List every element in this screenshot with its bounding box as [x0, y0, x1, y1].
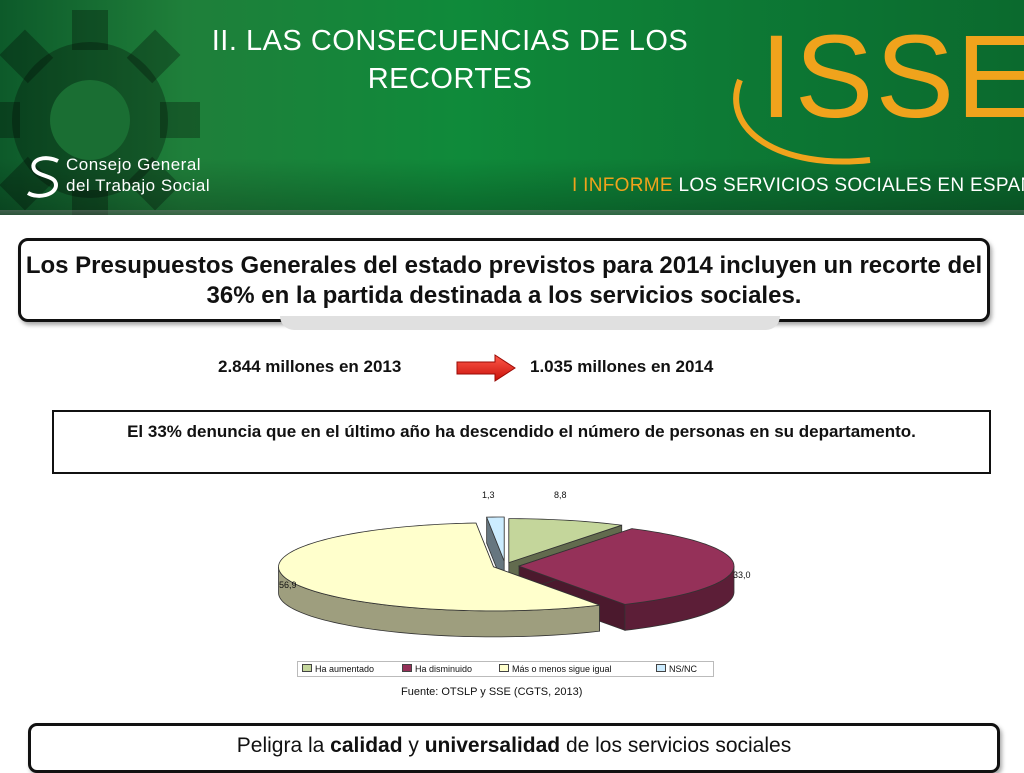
informe-accent: I INFORME	[572, 175, 673, 196]
amount-2014: 1.035 millones en 2014	[530, 357, 714, 376]
legend-label: NS/NC	[669, 664, 698, 674]
legend-swatch	[402, 664, 412, 672]
pie-slice-top	[517, 528, 735, 605]
informe-tagline: I INFORME LOS SERVICIOS SOCIALES EN ESPA…	[572, 175, 1024, 197]
source-note: Fuente: OTSLP y SSE (CGTS, 2013)	[401, 686, 583, 698]
pie-slice-top	[278, 522, 600, 612]
headline-box: Los Presupuestos Generales del estado pr…	[18, 238, 990, 322]
survey-box: El 33% denuncia que en el último año ha …	[52, 410, 991, 474]
header-banner: II. LAS CONSECUENCIAS DE LOS RECORTES Co…	[0, 0, 1024, 215]
header-shadow	[0, 210, 1024, 215]
pie-slice-m-s-o-menos-sigue-igual	[278, 522, 600, 638]
legend-swatch	[656, 664, 666, 672]
legend-item: Más o menos sigue igual	[499, 664, 612, 674]
legend-swatch	[499, 664, 509, 672]
footer-suffix: de los servicios sociales	[560, 734, 792, 757]
footer-prefix: Peligra la	[236, 734, 331, 757]
header-band	[0, 158, 1024, 215]
right-arrow-icon	[456, 354, 516, 382]
org-line-2: del Trabajo Social	[66, 176, 211, 195]
legend-item: NS/NC	[656, 664, 697, 674]
pie-value-label: 56,9	[279, 580, 297, 590]
pie-slice-top	[508, 518, 622, 564]
isse-logo-text: ISSE	[760, 11, 1024, 143]
pie-slice-ha-disminuido	[517, 528, 735, 631]
legend-item: Ha aumentado	[302, 664, 374, 674]
footer-text: Peligra la calidad y universalidad de lo…	[31, 726, 997, 758]
pie-value-label: 33,0	[733, 570, 751, 580]
headline-text: Los Presupuestos Generales del estado pr…	[25, 252, 983, 309]
legend-item: Ha disminuido	[402, 664, 472, 674]
footer-word-calidad: calidad	[330, 734, 403, 757]
pie-chart: 8,8 33,0 56,9 1,3	[278, 490, 751, 638]
legend-swatch	[302, 664, 312, 672]
legend-label: Ha disminuido	[415, 664, 473, 674]
pie-slice-top	[486, 516, 505, 562]
headline-underbar	[280, 316, 780, 330]
slide-title: II. LAS CONSECUENCIAS DE LOS RECORTES	[211, 25, 689, 95]
survey-text: El 33% denuncia que en el último año ha …	[127, 422, 916, 441]
chart-legend: Ha aumentado Ha disminuido Más o menos sig…	[297, 661, 714, 677]
pie-value-label: 1,3	[482, 490, 495, 500]
footer-word-universalidad: universalidad	[424, 734, 561, 757]
informe-rest: LOS SERVICIOS SOCIALES EN ESPAÑA	[678, 175, 1024, 196]
s-swoosh-icon	[26, 156, 59, 198]
cgts-logo: Consejo General del Trabajo Social	[26, 155, 246, 201]
amount-2013: 2.844 millones en 2013	[218, 357, 402, 376]
footer-box: Peligra la calidad y universalidad de lo…	[28, 723, 1000, 773]
legend-label: Más o menos sigue igual	[512, 664, 612, 674]
legend-label: Ha aumentado	[315, 664, 375, 674]
footer-mid: y	[402, 734, 425, 757]
isse-swoosh-icon	[733, 78, 871, 165]
pie-value-label: 8,8	[554, 490, 567, 500]
org-line-1: Consejo General	[66, 155, 202, 174]
